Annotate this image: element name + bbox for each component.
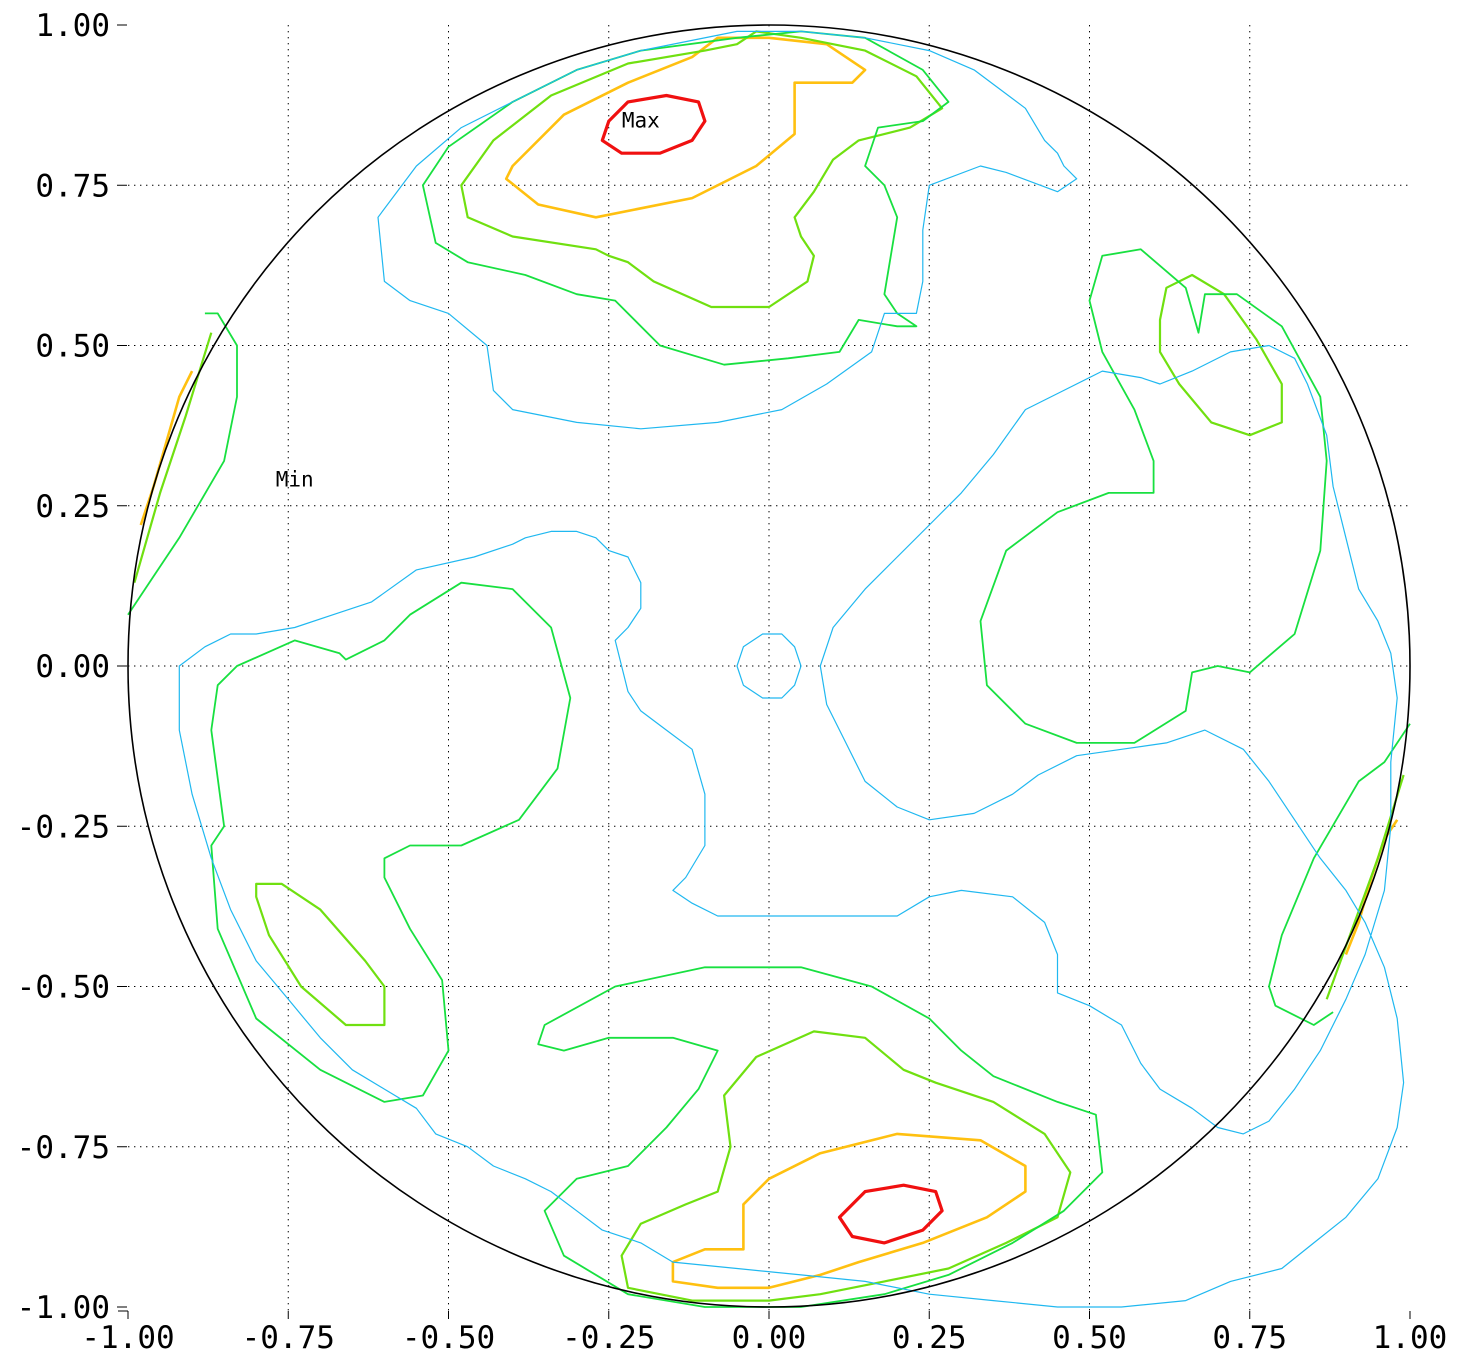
contour-level-5-line-2 xyxy=(504,36,867,219)
annotation-min-label: Min xyxy=(276,468,314,492)
x-tick-label: -0.75 xyxy=(242,1320,335,1356)
y-tick-label: 0.50 xyxy=(35,329,110,365)
contour-level-4-line-6 xyxy=(460,30,944,309)
contour-level-3-line-15 xyxy=(979,248,1328,744)
x-tick-label: -1.00 xyxy=(81,1320,174,1356)
y-tick-label: -0.50 xyxy=(17,970,110,1006)
contour-level-4-line-11 xyxy=(1325,774,1405,1000)
x-axis: -1.00 -0.75 -0.50 -0.25 0.00 0.25 0.50 0.75 1.00 xyxy=(81,1310,1448,1356)
x-tick-label: 0.25 xyxy=(892,1320,967,1356)
contour-level-3-line-12 xyxy=(421,30,950,366)
contour-level-4-line-9 xyxy=(1158,273,1283,437)
y-tick-label: -0.75 xyxy=(17,1130,110,1166)
x-tick-label: -0.25 xyxy=(562,1320,655,1356)
contour-level-3-line-17 xyxy=(1268,723,1411,1026)
y-tick-label: 0.00 xyxy=(35,649,110,685)
contour-level-3-line-14 xyxy=(210,581,572,1103)
contour-lines xyxy=(127,30,1411,1308)
x-tick-label: 1.00 xyxy=(1373,1320,1448,1356)
contour-level-5-line-3 xyxy=(671,1132,1027,1290)
x-tick-label: 0.75 xyxy=(1212,1320,1287,1356)
grid-lines xyxy=(128,25,1410,1311)
unit-circle-boundary xyxy=(127,24,1411,1308)
y-tick-label: 0.25 xyxy=(35,489,110,525)
contour-level-2-line-20 xyxy=(178,344,1405,1308)
y-tick-label: 1.00 xyxy=(35,8,110,44)
annotation-max-label: Max xyxy=(622,109,660,133)
contour-level-6-line-1 xyxy=(837,1183,944,1245)
x-tick-label: 0.00 xyxy=(732,1320,807,1356)
y-axis: 1.00 0.75 0.50 0.25 0.00 -0.25 -0.50 -0.75 -1.00 xyxy=(17,8,127,1326)
x-tick-label: -0.50 xyxy=(402,1320,495,1356)
contour-level-2-line-19 xyxy=(377,30,1078,430)
contour-level-4-line-8 xyxy=(255,882,386,1027)
contour-level-2-line-18 xyxy=(736,633,802,699)
y-tick-label: -0.25 xyxy=(17,809,110,845)
x-tick-label: 0.50 xyxy=(1052,1320,1127,1356)
annotations: Max Min xyxy=(276,109,660,492)
contour-level-6-line-0 xyxy=(600,93,707,155)
contour-level-3-line-13 xyxy=(537,966,1104,1308)
y-tick-label: -1.00 xyxy=(17,1290,110,1326)
y-tick-label: 0.75 xyxy=(35,168,110,204)
contour-level-4-line-7 xyxy=(620,1030,1072,1302)
contour-level-3-line-16 xyxy=(127,312,238,616)
